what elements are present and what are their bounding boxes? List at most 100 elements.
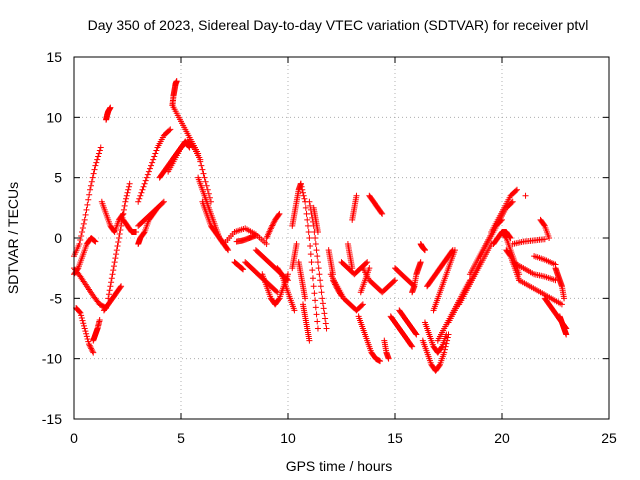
data-point [385,355,392,362]
data-point [110,267,117,274]
series-arc-72 [522,192,529,199]
data-point [118,222,125,229]
data-point [153,147,160,154]
data-point [558,301,565,308]
data-point [319,295,326,302]
series-arc-40 [349,192,360,223]
data-point [302,295,309,302]
data-point [421,247,428,254]
data-point [153,205,160,212]
y-tick-label: 10 [46,109,62,125]
data-point [136,195,143,202]
data-point [312,304,319,311]
data-point [332,281,339,288]
series-arc-45 [381,337,392,362]
data-point [82,211,89,218]
data-point [306,337,313,344]
data-point [81,325,88,332]
series-arc-41 [355,313,384,365]
data-point [275,296,282,303]
data-point [92,238,99,245]
data-point [308,259,315,266]
data-point [312,297,319,304]
data-point [117,284,124,291]
series-arc-15 [169,78,180,109]
data-point [189,143,196,150]
series-arc-66 [516,277,565,308]
data-point [167,126,174,133]
series-arc-33 [306,198,330,332]
data-point [116,230,123,237]
data-point [114,243,121,250]
data-point [321,310,328,317]
series-arc-22 [231,259,247,273]
data-point [270,221,277,228]
data-point [314,325,321,332]
data-point [120,210,127,217]
y-axis-ticks: -15 -10 -5 0 5 10 15 [42,49,609,427]
data-point [120,206,127,213]
data-point [122,198,129,205]
series-arc-32 [295,259,309,302]
data-point [84,201,91,208]
data-point [204,186,211,193]
series-arc-07 [100,283,125,314]
data-point [269,222,276,229]
data-point [125,186,132,193]
data-point [314,228,321,235]
data-point [506,252,513,259]
y-tick-label: -15 [42,411,62,427]
data-point [149,159,156,166]
data-point [202,178,209,185]
series-arc-71 [556,313,570,338]
series-arc-21 [233,232,259,245]
data-point [349,265,356,272]
data-point [332,282,339,289]
data-point [81,216,88,223]
series-arc-61 [490,228,514,248]
series-arc-51 [419,331,452,374]
data-point [83,330,90,337]
data-point [224,246,231,253]
data-point [97,144,104,151]
data-point [110,227,117,234]
data-point [198,162,205,169]
data-point [316,271,323,278]
data-point [86,191,93,198]
data-point [82,328,89,335]
data-point [107,104,114,111]
data-point [144,171,151,178]
series-arc-11 [135,126,174,205]
data-point [139,186,146,193]
series-arc-49 [409,259,424,296]
data-point [379,210,386,217]
data-point [304,216,311,223]
data-point [140,183,147,190]
data-point [298,183,305,190]
data-point [273,288,280,295]
data-point [126,180,133,187]
data-point [322,320,329,327]
data-point [412,330,419,337]
data-point [85,338,92,345]
data-point [160,198,167,205]
data-point [238,265,245,272]
data-point [87,182,94,189]
data-point [267,225,274,232]
data-point [408,342,415,349]
x-tick-label: 15 [387,430,403,446]
series-arc-57 [456,241,495,308]
data-point [563,331,570,338]
data-point [125,183,132,190]
data-point [88,346,95,353]
data-point [79,224,86,231]
data-point [297,180,304,187]
data-point [252,232,259,239]
series-arc-37 [329,277,345,299]
data-point [154,204,161,211]
data-point [299,186,306,193]
data-point [363,260,370,267]
series-arc-29 [289,241,300,272]
data-point [94,156,101,163]
data-point [309,275,316,282]
